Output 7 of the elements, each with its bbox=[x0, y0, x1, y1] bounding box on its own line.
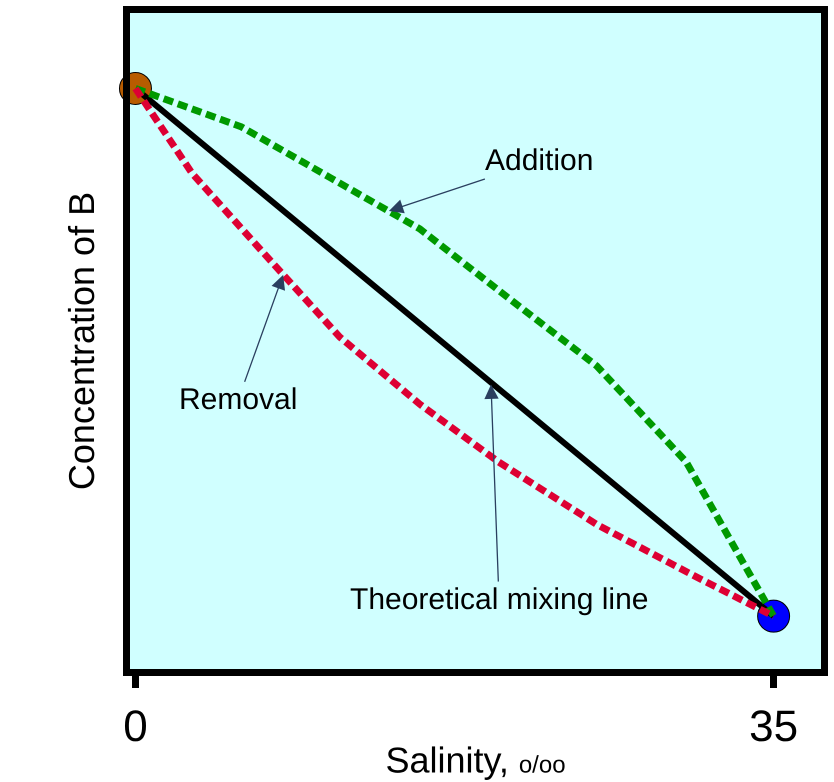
annotation: Removal bbox=[179, 383, 298, 416]
y-axis-title: Concentration of B bbox=[60, 192, 102, 490]
x-tick-label: 0 bbox=[123, 702, 148, 751]
annotation: Addition bbox=[485, 144, 594, 177]
x-axis-title: Salinity, o/oo bbox=[385, 740, 566, 780]
x-tick-label: 35 bbox=[749, 702, 798, 751]
annotation: Theoretical mixing line bbox=[350, 583, 648, 616]
